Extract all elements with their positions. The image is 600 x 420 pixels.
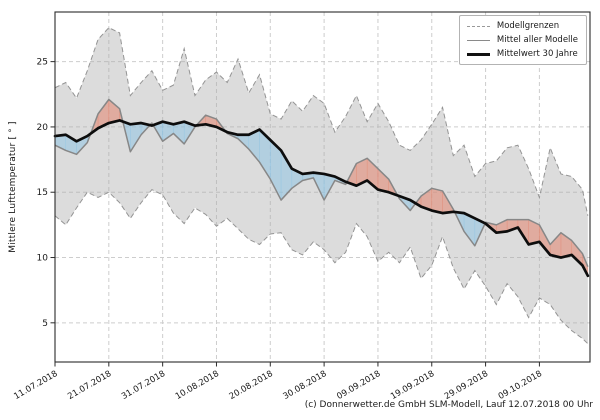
svg-text:31.07.2018: 31.07.2018 [120, 369, 167, 402]
svg-text:20: 20 [37, 123, 49, 133]
black-line-swatch-icon [466, 52, 490, 56]
svg-text:15: 15 [37, 188, 48, 198]
svg-text:10: 10 [37, 254, 49, 264]
legend-label: Mittelwert 30 Jahre [496, 49, 578, 59]
svg-text:09.10.2018: 09.10.2018 [497, 369, 544, 402]
legend-item-mittelwert-30-jahre: Mittelwert 30 Jahre [466, 49, 578, 59]
svg-text:11.07.2018: 11.07.2018 [12, 369, 59, 402]
legend: Modellgrenzen Mittel aller Modelle Mitte… [458, 15, 587, 65]
svg-text:30.08.2018: 30.08.2018 [281, 369, 328, 402]
legend-item-modellgrenzen: Modellgrenzen [466, 21, 578, 31]
y-axis-label: Mittlere Lufttemperatur [ ° ] [8, 121, 18, 253]
svg-text:09.09.2018: 09.09.2018 [335, 369, 382, 402]
svg-text:19.09.2018: 19.09.2018 [389, 369, 436, 402]
legend-item-mittel-aller-modelle: Mittel aller Modelle [466, 35, 578, 45]
svg-text:10.08.2018: 10.08.2018 [174, 369, 221, 402]
svg-text:5: 5 [42, 319, 48, 329]
svg-text:21.07.2018: 21.07.2018 [66, 369, 113, 402]
legend-label: Modellgrenzen [496, 21, 560, 31]
gray-line-swatch-icon [466, 39, 490, 41]
svg-text:20.08.2018: 20.08.2018 [228, 369, 275, 402]
legend-label: Mittel aller Modelle [496, 35, 578, 45]
svg-text:29.09.2018: 29.09.2018 [443, 369, 490, 402]
copyright-caption: (c) Donnerwetter.de GmbH SLM-Modell, Lau… [304, 400, 593, 410]
dashed-line-swatch-icon [466, 25, 490, 27]
svg-text:25: 25 [37, 58, 48, 68]
